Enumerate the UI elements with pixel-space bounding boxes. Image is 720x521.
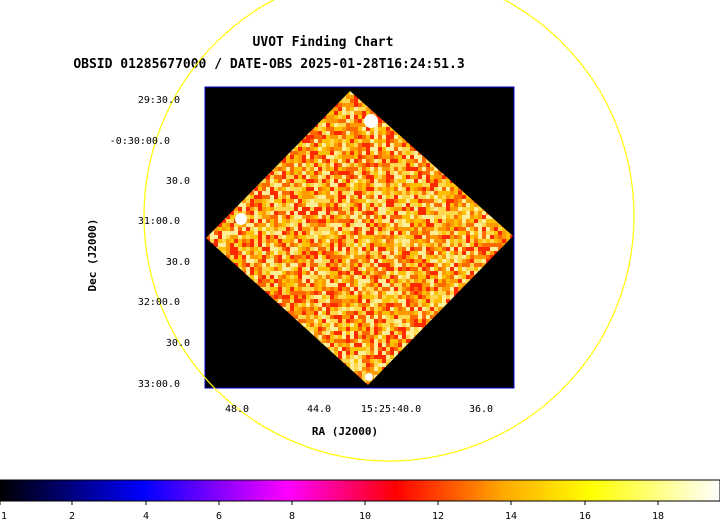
colorbar-tick-label: 10 <box>359 511 371 521</box>
y-tick-label: 30.0 <box>166 176 190 187</box>
colorbar <box>0 479 720 502</box>
bright-source <box>364 114 378 128</box>
colorbar-tick-label: 8 <box>289 511 295 521</box>
x-tick-label: 36.0 <box>469 404 493 415</box>
x-axis-label: RA (J2000) <box>312 425 378 438</box>
colorbar-tick-label: 4 <box>143 511 149 521</box>
colorbar-tick-label: 14 <box>505 511 517 521</box>
colorbar-tick-label: 6 <box>216 511 222 521</box>
y-axis-label: Dec (J2000) <box>86 219 99 292</box>
x-tick-label: 48.0 <box>225 404 249 415</box>
y-tick-label: 30.0 <box>166 257 190 268</box>
y-tick-label: -0:30:00.0 <box>110 136 170 147</box>
colorbar-tick-label: 2 <box>69 511 75 521</box>
chart-title: UVOT Finding Chart <box>253 35 394 50</box>
x-tick-label: 15:25:40.0 <box>361 404 421 415</box>
y-tick-label: 32:00.0 <box>138 297 180 308</box>
x-tick-label: 44.0 <box>307 404 331 415</box>
colorbar-tick-label: 12 <box>432 511 444 521</box>
colorbar-tick-label: 16 <box>579 511 591 521</box>
colorbar-ticks: 1 2 4 6 8 10 12 14 16 18 <box>0 501 664 521</box>
chart-subtitle: OBSID 01285677000 / DATE-OBS 2025-01-28T… <box>73 57 464 72</box>
y-tick-label: 30.0 <box>166 338 190 349</box>
bright-source <box>365 373 373 381</box>
colorbar-tick-label: 18 <box>652 511 664 521</box>
bright-source <box>235 213 247 225</box>
y-tick-label: 31:00.0 <box>138 216 180 227</box>
y-tick-label: 33:00.0 <box>138 379 180 390</box>
colorbar-tick-label: 1 <box>1 511 7 521</box>
region-circle <box>143 0 635 462</box>
y-tick-label: 29:30.0 <box>138 95 180 106</box>
